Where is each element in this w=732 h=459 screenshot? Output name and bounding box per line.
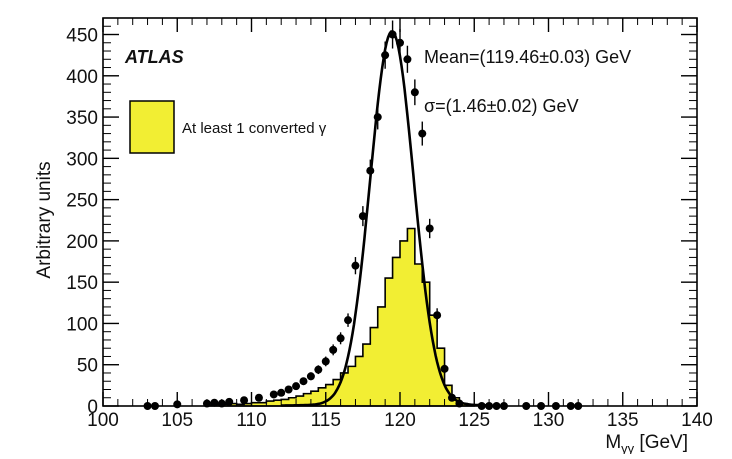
data-point <box>336 334 345 343</box>
data-point <box>292 382 301 391</box>
data-point <box>381 51 390 60</box>
x-tick-label: 125 <box>458 410 490 431</box>
y-tick-label: 200 <box>66 232 98 253</box>
data-point <box>321 357 330 366</box>
y-tick-label: 300 <box>66 149 98 170</box>
data-point <box>403 55 412 64</box>
data-point <box>358 212 367 221</box>
y-tick-label: 450 <box>66 26 98 47</box>
x-tick-label: 105 <box>161 410 193 431</box>
sigma-annotation: σ=(1.46±0.02) GeV <box>424 96 579 116</box>
data-point <box>269 390 278 399</box>
data-point <box>344 316 353 325</box>
x-axis-title: Mγγ [GeV] <box>605 432 688 454</box>
x-axis-title-unit: [GeV] <box>634 432 688 453</box>
data-point <box>284 385 293 394</box>
x-tick-label: 140 <box>681 410 713 431</box>
data-point <box>277 388 286 397</box>
data-point <box>433 311 442 320</box>
data-point <box>396 38 404 47</box>
data-point <box>440 364 449 373</box>
y-axis-title: Arbitrary units <box>34 161 55 278</box>
data-point <box>366 166 375 175</box>
data-point <box>225 397 234 406</box>
data-point <box>210 398 219 407</box>
y-tick-label: 150 <box>66 273 98 294</box>
axes: 100 105 110 115 120 125 130 135 140 0 50 100 150 200 2… <box>66 17 713 431</box>
data-points <box>143 20 583 410</box>
experiment-label: ATLAS <box>124 47 184 67</box>
data-point <box>425 224 434 233</box>
x-tick-label: 135 <box>607 410 639 431</box>
x-tick-label: 120 <box>384 410 416 431</box>
data-point <box>447 393 456 402</box>
y-tick-label: 0 <box>87 397 98 418</box>
data-point <box>373 113 382 122</box>
data-point <box>410 88 419 97</box>
x-tick-label: 130 <box>533 410 565 431</box>
x-axis-title-sub: γγ <box>621 441 635 454</box>
y-tick-label: 50 <box>77 356 98 377</box>
data-point <box>254 393 263 402</box>
x-tick-label: 110 <box>236 410 266 431</box>
y-tick-label: 350 <box>66 108 98 129</box>
mean-annotation: Mean=(119.46±0.03) GeV <box>424 47 631 67</box>
data-point <box>240 396 249 405</box>
x-axis-title-main: M <box>605 432 621 453</box>
y-tick-label: 400 <box>66 67 98 88</box>
data-point <box>314 365 323 374</box>
data-point <box>351 261 360 270</box>
x-tick-label: 100 <box>87 410 119 431</box>
data-point <box>388 30 397 39</box>
data-point <box>299 377 308 386</box>
y-tick-label: 100 <box>66 314 98 335</box>
y-tick-label: 250 <box>66 191 98 212</box>
legend: At least 1 converted γ <box>129 100 327 154</box>
data-point <box>418 129 427 138</box>
data-point <box>306 372 315 381</box>
legend-swatch <box>129 100 175 154</box>
legend-label: At least 1 converted γ <box>182 120 327 137</box>
data-point <box>329 345 338 354</box>
x-tick-label: 115 <box>311 410 341 431</box>
